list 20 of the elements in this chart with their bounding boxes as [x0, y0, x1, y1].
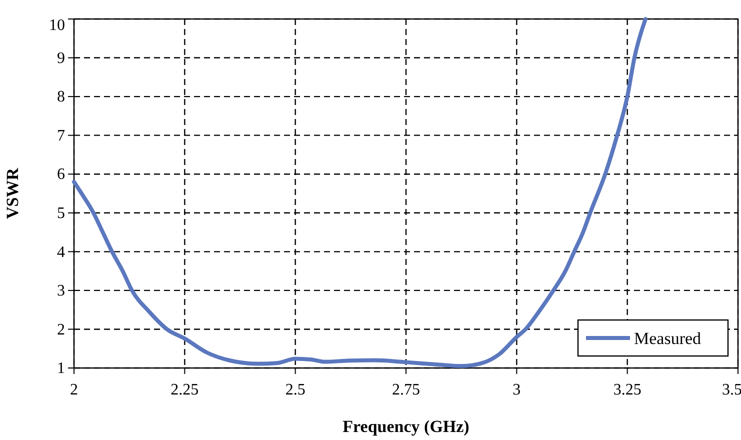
y-tick-label: 2 [57, 321, 65, 338]
y-tick-label: 7 [57, 127, 65, 144]
x-tick-label: 3 [512, 382, 521, 399]
x-tick-label: 2.25 [170, 382, 199, 399]
y-tick-label: 6 [57, 166, 65, 184]
y-tick-label: 9 [57, 50, 65, 67]
x-tick-label: 3.25 [613, 382, 642, 399]
y-axis-title: VSWR [3, 167, 22, 220]
y-tick-label: 8 [57, 88, 65, 106]
y-tick-label: 1 [57, 360, 65, 378]
x-tick-label: 2 [70, 382, 78, 399]
x-tick-label: 3.5 [722, 382, 741, 399]
y-tick-label: 3 [57, 282, 65, 300]
y-tick-label: 5 [57, 205, 65, 222]
x-tick-label: 2.75 [392, 382, 420, 399]
legend-label: Measured [634, 328, 702, 348]
x-tick-label: 2.5 [285, 382, 306, 399]
y-tick-label: 10 [49, 17, 65, 34]
y-tick-label: 4 [57, 244, 65, 261]
x-axis-title: Frequency (GHz) [342, 417, 470, 436]
